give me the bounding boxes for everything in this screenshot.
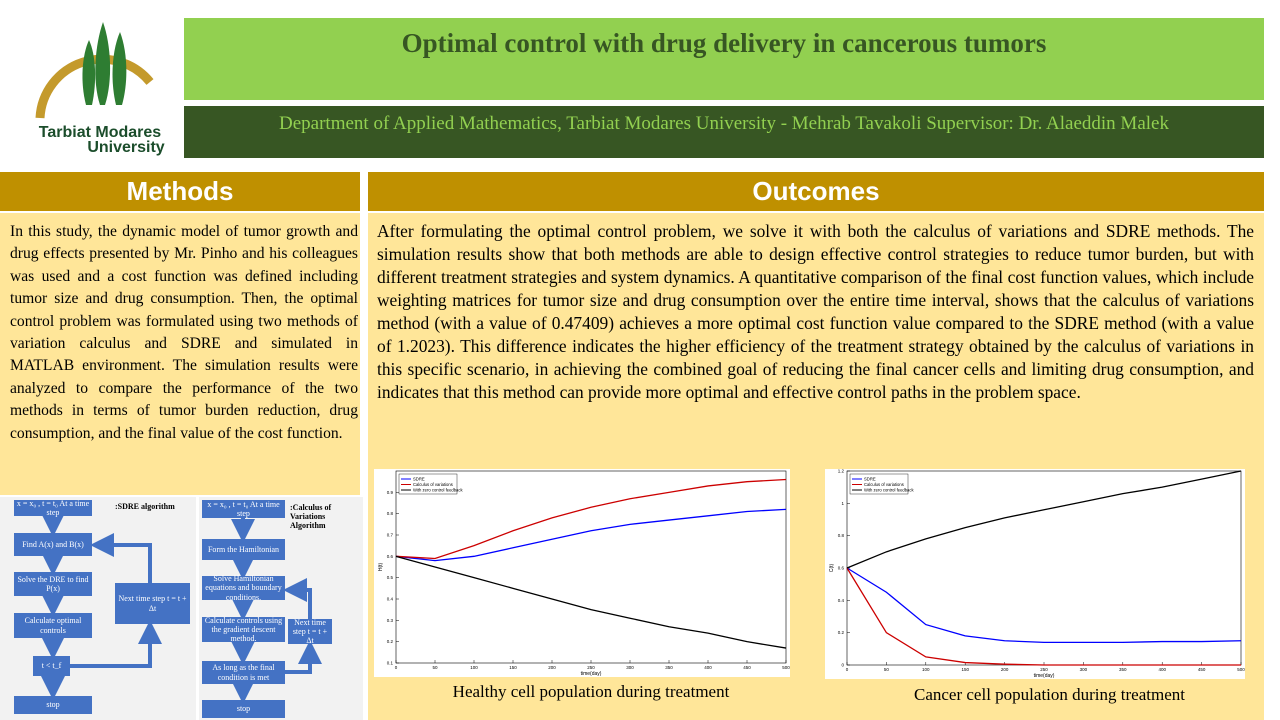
flowchart-node: Solve Hamiltonian equations and boundary… bbox=[202, 574, 285, 602]
outcomes-heading: Outcomes bbox=[752, 176, 880, 206]
chart-caption: Cancer cell population during treatment bbox=[914, 685, 1185, 704]
flowchart-node: Next time step t = t + Δt bbox=[288, 618, 332, 645]
flowchart-node: Solve the DRE to find P(x) bbox=[14, 572, 92, 596]
methods-header: Methods bbox=[0, 172, 360, 211]
flowchart-node: Calculate controls using the gradient de… bbox=[202, 616, 285, 643]
flowchart-node: t < t_f bbox=[33, 656, 70, 676]
logo-text: University bbox=[87, 139, 164, 156]
methods-text: In this study, the dynamic model of tumo… bbox=[10, 223, 358, 442]
flowchart-node: stop bbox=[202, 700, 285, 718]
flowchart-node: Find A(x) and B(x) bbox=[14, 533, 92, 556]
methods-body: In this study, the dynamic model of tumo… bbox=[0, 213, 360, 495]
chart-caption: Healthy cell population during treatment bbox=[452, 682, 730, 701]
flowchart-node: stop bbox=[14, 696, 92, 714]
logo: Tarbiat Modares University bbox=[35, 22, 165, 156]
flowchart-node: Next time step t = t + Δt bbox=[115, 583, 190, 624]
title: Optimal control with drug delivery in ca… bbox=[401, 28, 1047, 58]
flowchart-node: x = x₀ , t = t₀ At a time step bbox=[202, 500, 285, 518]
flowchart-node: As long as the final condition is met bbox=[202, 661, 285, 684]
subtitle: Department of Applied Mathematics, Tarbi… bbox=[279, 113, 1169, 134]
flowchart-node: x = x₀ , t = t₀ At a time step bbox=[14, 499, 92, 517]
outcomes-header: Outcomes bbox=[368, 172, 1264, 211]
flowchart-node: Form the Hamiltonian bbox=[202, 539, 285, 560]
flowchart-title: :SDRE algorithm bbox=[115, 502, 175, 511]
methods-heading: Methods bbox=[126, 176, 234, 206]
title-bar: Optimal control with drug delivery in ca… bbox=[184, 18, 1264, 100]
flowchart-panel bbox=[199, 497, 363, 720]
subtitle-bar: Department of Applied Mathematics, Tarbi… bbox=[184, 106, 1264, 158]
outcomes-text: After formulating the optimal control pr… bbox=[377, 221, 1254, 402]
logo-text: Tarbiat Modares bbox=[39, 124, 162, 141]
outcomes-body: After formulating the optimal control pr… bbox=[368, 213, 1264, 720]
flowchart-title: :Calculus of Variations Algorithm bbox=[290, 503, 332, 530]
flowchart-node: Calculate optimal controls bbox=[14, 613, 92, 638]
